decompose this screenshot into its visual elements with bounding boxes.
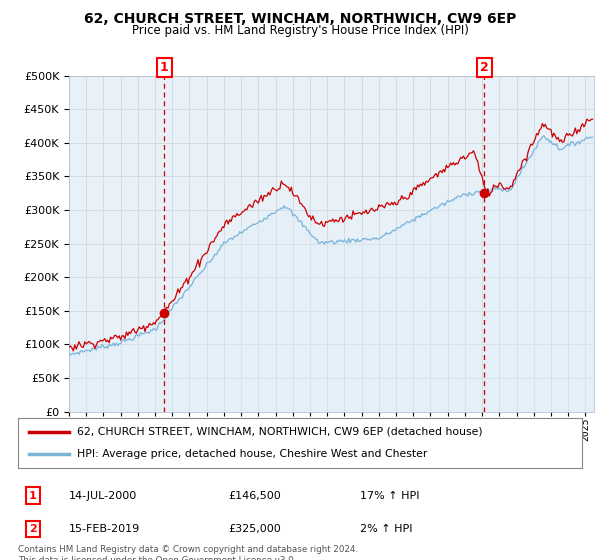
Text: 2: 2 (480, 60, 488, 74)
Text: 62, CHURCH STREET, WINCHAM, NORTHWICH, CW9 6EP (detached house): 62, CHURCH STREET, WINCHAM, NORTHWICH, C… (77, 427, 483, 437)
Text: £146,500: £146,500 (228, 491, 281, 501)
Text: £325,000: £325,000 (228, 524, 281, 534)
Text: Price paid vs. HM Land Registry's House Price Index (HPI): Price paid vs. HM Land Registry's House … (131, 24, 469, 37)
Text: 1: 1 (160, 60, 169, 74)
Text: 62, CHURCH STREET, WINCHAM, NORTHWICH, CW9 6EP: 62, CHURCH STREET, WINCHAM, NORTHWICH, C… (84, 12, 516, 26)
Text: HPI: Average price, detached house, Cheshire West and Chester: HPI: Average price, detached house, Ches… (77, 449, 428, 459)
Text: 17% ↑ HPI: 17% ↑ HPI (360, 491, 419, 501)
Text: 1: 1 (29, 491, 37, 501)
Text: 14-JUL-2000: 14-JUL-2000 (69, 491, 137, 501)
Text: Contains HM Land Registry data © Crown copyright and database right 2024.
This d: Contains HM Land Registry data © Crown c… (18, 545, 358, 560)
Text: 2: 2 (29, 524, 37, 534)
Text: 2% ↑ HPI: 2% ↑ HPI (360, 524, 413, 534)
Text: 15-FEB-2019: 15-FEB-2019 (69, 524, 140, 534)
